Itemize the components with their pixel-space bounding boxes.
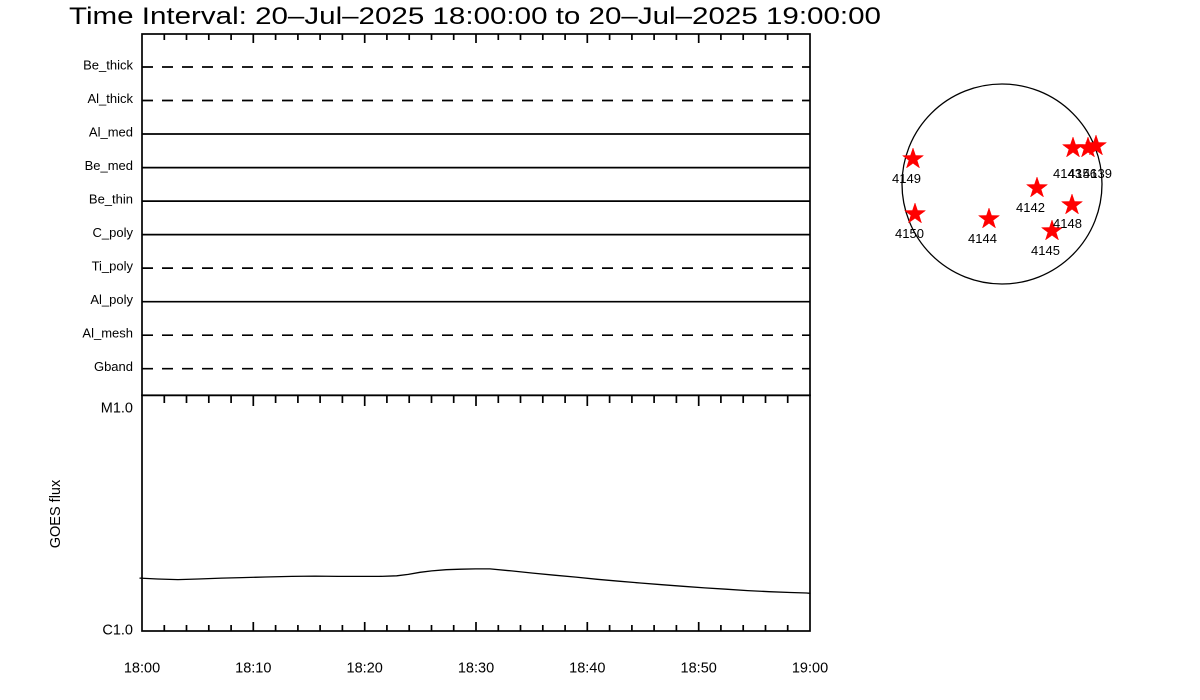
svg-text:Al_thick: Al_thick	[87, 91, 133, 106]
svg-text:4148: 4148	[1053, 216, 1082, 231]
svg-text:C1.0: C1.0	[102, 623, 133, 639]
svg-text:Al_mesh: Al_mesh	[82, 326, 133, 341]
svg-text:Be_thin: Be_thin	[89, 192, 133, 207]
svg-text:4144: 4144	[968, 231, 997, 246]
svg-text:4150: 4150	[895, 226, 924, 241]
svg-text:18:00: 18:00	[124, 661, 160, 677]
svg-text:4139: 4139	[1083, 166, 1112, 181]
svg-text:18:20: 18:20	[347, 661, 383, 677]
svg-text:18:50: 18:50	[681, 661, 717, 677]
svg-text:Gband: Gband	[94, 359, 133, 374]
svg-text:18:10: 18:10	[235, 661, 271, 677]
svg-text:Be_med: Be_med	[85, 158, 133, 173]
svg-text:18:40: 18:40	[569, 661, 605, 677]
svg-text:Time Interval: 20–Jul–2025 18:: Time Interval: 20–Jul–2025 18:00:00 to 2…	[69, 3, 881, 30]
svg-text:19:00: 19:00	[792, 661, 828, 677]
svg-text:Al_med: Al_med	[89, 125, 133, 140]
svg-text:GOES flux: GOES flux	[48, 479, 64, 548]
svg-text:C_poly: C_poly	[93, 225, 134, 240]
svg-text:4145: 4145	[1031, 243, 1060, 258]
svg-text:Al_poly: Al_poly	[90, 292, 133, 307]
svg-text:4142: 4142	[1016, 200, 1045, 215]
svg-text:M1.0: M1.0	[101, 401, 133, 417]
svg-text:18:30: 18:30	[458, 661, 494, 677]
svg-text:Be_thick: Be_thick	[83, 58, 133, 73]
svg-text:Ti_poly: Ti_poly	[92, 259, 134, 274]
svg-text:4149: 4149	[892, 171, 921, 186]
